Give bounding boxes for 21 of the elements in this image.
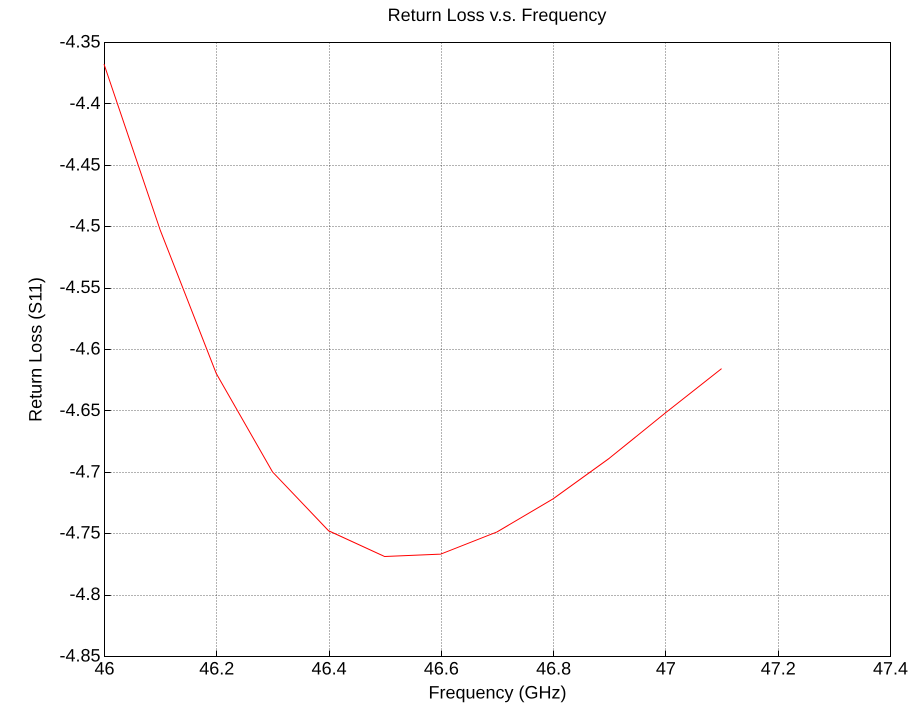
y-tick-label: -4.75 (59, 522, 100, 543)
x-tick-label: 47 (656, 658, 676, 678)
y-tick-label: -4.5 (69, 216, 100, 236)
x-tick-label: 46.6 (424, 658, 459, 678)
y-tick-label: -4.55 (59, 277, 100, 298)
y-axis-title: Return Loss (S11) (25, 277, 46, 422)
x-axis-title: Frequency (GHz) (428, 682, 567, 702)
y-tick-label: -4.7 (69, 461, 100, 482)
y-tick-label: -4.45 (59, 154, 100, 174)
y-tick-label: -4.4 (69, 92, 100, 113)
x-tick-label: 46.4 (312, 658, 347, 678)
y-tick-label: -4.6 (69, 338, 100, 358)
line-series (104, 64, 722, 558)
y-tick-label: -4.8 (69, 584, 100, 604)
x-tick-label: 47.4 (872, 658, 908, 678)
x-tick-label: 47.2 (760, 658, 796, 678)
y-tick-label: -4.65 (59, 400, 100, 420)
y-tick-label: -4.35 (59, 32, 100, 52)
x-tick-label: 46.8 (536, 658, 572, 678)
x-tick-label: 46.2 (199, 658, 234, 678)
chart-title: Return Loss v.s. Frequency (388, 5, 606, 25)
